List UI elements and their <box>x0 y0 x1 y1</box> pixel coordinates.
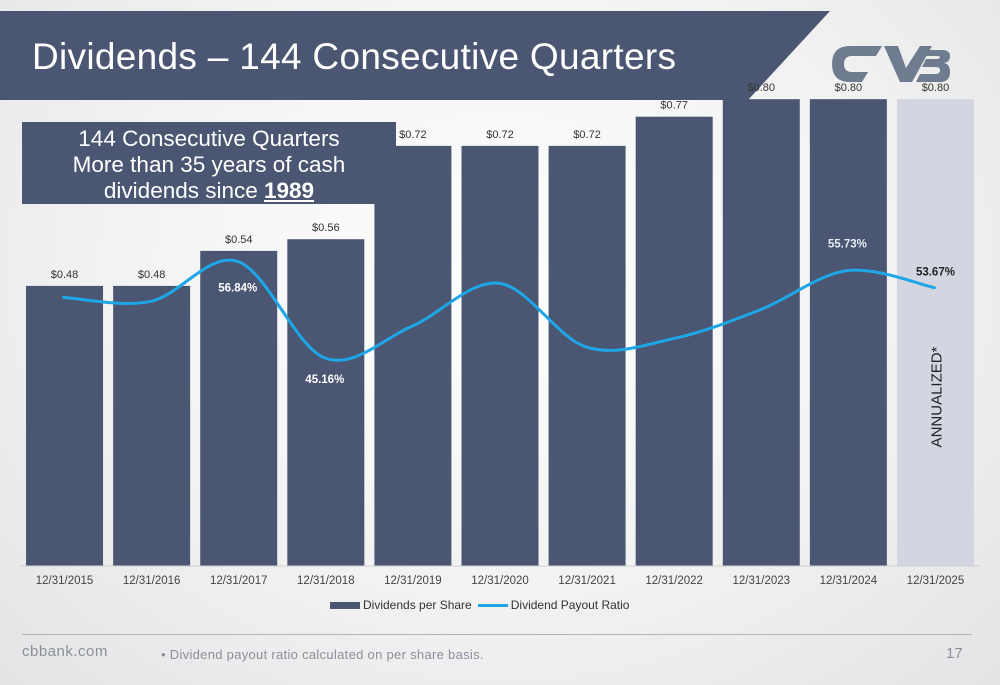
x-tick-label-3: 12/31/2018 <box>297 575 355 587</box>
payout-ratio-line <box>62 258 936 362</box>
bar-value-label-5: $0.72 <box>486 129 514 141</box>
bar-1 <box>113 285 191 566</box>
bar-9 <box>809 99 887 567</box>
bar-value-label-4: $0.72 <box>399 129 427 141</box>
x-tick-label-6: 12/31/2021 <box>558 575 616 587</box>
payout-label-9: 55.73% <box>828 239 867 251</box>
bar-2 <box>200 250 278 567</box>
x-tick-label-4: 12/31/2019 <box>384 575 442 587</box>
callout-year: 1989 <box>264 178 315 203</box>
callout-line-3: dividends since 1989 <box>22 178 396 204</box>
chart-legend: Dividends per Share Dividend Payout Rati… <box>330 598 635 612</box>
bar-value-label-3: $0.56 <box>312 222 340 234</box>
header-band <box>0 11 830 100</box>
callout-line-1: 144 Consecutive Quarters <box>78 126 340 151</box>
page-title: Dividends – 144 Consecutive Quarters <box>32 36 677 77</box>
legend-item-payout: Dividend Payout Ratio <box>477 598 630 612</box>
x-tick-label-0: 12/31/2015 <box>36 575 94 587</box>
x-tick-label-5: 12/31/2020 <box>471 575 529 587</box>
footer-divider <box>22 634 972 635</box>
x-tick-label-7: 12/31/2022 <box>645 575 703 587</box>
bar-value-label-2: $0.54 <box>225 234 253 246</box>
x-tick-label-8: 12/31/2023 <box>732 575 790 587</box>
legend-label-payout: Dividend Payout Ratio <box>510 598 630 612</box>
page-number: 17 <box>946 645 963 662</box>
header-band-shape <box>0 11 830 100</box>
x-tick-label-9: 12/31/2024 <box>820 575 878 587</box>
bar-4 <box>374 145 452 566</box>
bar-10 <box>896 99 974 567</box>
x-tick-label-1: 12/31/2016 <box>123 575 181 587</box>
x-tick-label-2: 12/31/2017 <box>210 575 268 587</box>
bar-value-label-1: $0.48 <box>138 269 166 281</box>
legend-swatch-bar <box>330 601 360 609</box>
bar-7 <box>635 116 713 567</box>
bar-8 <box>722 99 800 567</box>
bar-value-label-6: $0.72 <box>573 129 601 141</box>
bar-value-label-0: $0.48 <box>51 269 79 281</box>
callout-box: 144 Consecutive Quarters More than 35 ye… <box>22 122 396 204</box>
legend-swatch-line <box>477 603 508 607</box>
legend-label-dividends: Dividends per Share <box>363 598 472 612</box>
bar-5 <box>461 145 539 566</box>
x-tick-label-10: 12/31/2025 <box>907 575 965 587</box>
callout-line-2: More than 35 years of cash <box>72 152 346 177</box>
cvb-logo <box>832 46 950 82</box>
payout-label-3: 45.16% <box>305 374 344 386</box>
footnote: • Dividend payout ratio calculated on pe… <box>161 647 484 662</box>
bar-0 <box>26 285 104 566</box>
annualized-annotation: ANNUALIZED* <box>928 346 945 447</box>
legend-item-dividends: Dividends per Share <box>330 598 472 612</box>
payout-label-10: 53.67% <box>916 267 955 279</box>
bar-3 <box>287 239 365 567</box>
callout-line-3-prefix: dividends since <box>103 178 265 203</box>
payout-label-2: 56.84% <box>218 282 257 294</box>
bar-value-label-7: $0.77 <box>660 100 688 112</box>
footer-site-link[interactable]: cbbank.com <box>22 643 108 660</box>
bar-6 <box>548 145 626 566</box>
